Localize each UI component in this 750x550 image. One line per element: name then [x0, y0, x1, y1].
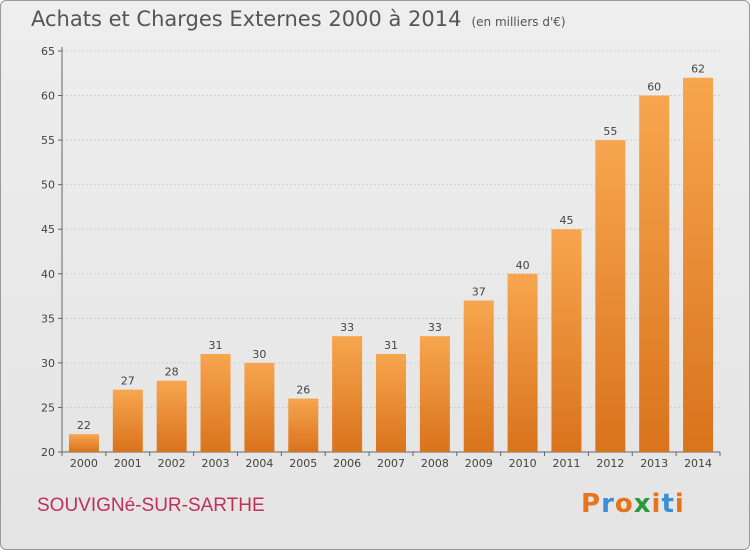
- logo-letter: P: [581, 489, 602, 519]
- bar: [507, 273, 538, 452]
- x-tick-label: 2012: [596, 457, 624, 470]
- chart-subtitle: (en milliers d'€): [471, 15, 566, 29]
- bar-value-label: 60: [647, 81, 661, 94]
- y-tick-label: 60: [41, 90, 55, 103]
- x-tick-label: 2011: [552, 457, 580, 470]
- y-tick-label: 50: [41, 179, 55, 192]
- bar-value-label: 45: [559, 214, 573, 227]
- y-tick-label: 45: [41, 223, 55, 236]
- bar-value-label: 31: [209, 339, 223, 352]
- bar-value-label: 33: [428, 321, 442, 334]
- bar-value-label: 37: [472, 286, 486, 299]
- x-tick-label: 2005: [289, 457, 317, 470]
- bar-value-label: 22: [77, 419, 91, 432]
- bar-value-label: 28: [165, 366, 179, 379]
- bar: [288, 398, 319, 452]
- y-tick-label: 65: [41, 45, 55, 58]
- bar-value-label: 27: [121, 375, 135, 388]
- proxiti-logo: Proxiti: [581, 489, 685, 519]
- bar-value-label: 40: [516, 259, 530, 272]
- bar: [112, 389, 143, 452]
- y-tick-label: 25: [41, 401, 55, 414]
- bar-value-label: 30: [252, 348, 266, 361]
- y-tick-label: 30: [41, 357, 55, 370]
- y-tick-label: 35: [41, 312, 55, 325]
- logo-letter: o: [614, 489, 634, 519]
- x-tick-label: 2013: [640, 457, 668, 470]
- x-tick-label: 2002: [158, 457, 186, 470]
- bar: [200, 353, 231, 452]
- bar: [419, 336, 450, 452]
- x-tick-label: 2008: [421, 457, 449, 470]
- bar: [463, 300, 494, 452]
- bar-chart: 20 25 30 35 40 45 50 55 60 65 22 2000 27 2001 28 2002 31…: [41, 45, 721, 470]
- logo-letter: x: [633, 489, 652, 519]
- x-tick-label: 2000: [70, 457, 98, 470]
- bar-value-label: 31: [384, 339, 398, 352]
- bar: [639, 95, 670, 453]
- bar: [595, 140, 626, 452]
- bar: [156, 380, 187, 452]
- logo-letter: i: [651, 489, 662, 519]
- x-tick-label: 2014: [684, 457, 712, 470]
- x-tick-label: 2003: [202, 457, 230, 470]
- bar: [244, 362, 275, 452]
- x-tick-label: 2004: [245, 457, 273, 470]
- bar-value-label: 62: [691, 63, 705, 76]
- bar: [332, 336, 363, 452]
- y-tick-label: 20: [41, 446, 55, 459]
- y-tick-label: 40: [41, 268, 55, 281]
- bar: [376, 353, 406, 452]
- title-text: Achats et Charges Externes 2000 à 2014: [31, 7, 462, 31]
- bar-value-label: 55: [603, 125, 617, 138]
- x-tick-label: 2006: [333, 457, 361, 470]
- x-tick-label: 2010: [509, 457, 537, 470]
- x-tick-label: 2001: [114, 457, 142, 470]
- bar: [683, 77, 714, 452]
- bar-value-label: 26: [296, 384, 310, 397]
- bar: [551, 229, 582, 452]
- x-tick-label: 2007: [377, 457, 405, 470]
- logo-letter: t: [661, 489, 675, 519]
- bar: [68, 434, 99, 452]
- place-name: SOUVIGNé-SUR-SARTHE: [37, 495, 265, 516]
- chart-title: Achats et Charges Externes 2000 à 2014 (e…: [31, 7, 566, 31]
- x-tick-label: 2009: [465, 457, 493, 470]
- y-tick-label: 55: [41, 134, 55, 147]
- logo-letter: r: [601, 489, 615, 519]
- bar-value-label: 33: [340, 321, 354, 334]
- logo-letter: i: [674, 489, 685, 519]
